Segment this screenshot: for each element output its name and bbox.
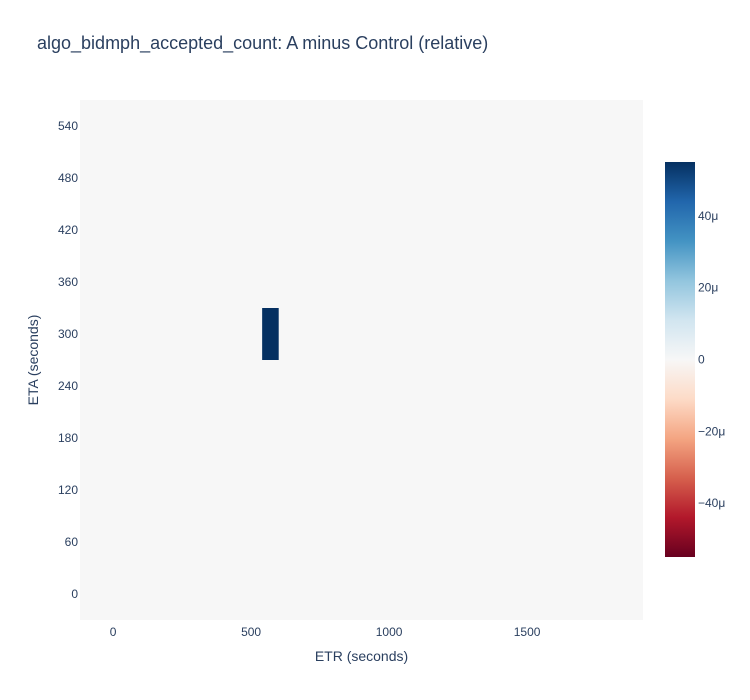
colorbar-tick-label: 0 (698, 353, 705, 367)
y-tick-label: 60 (65, 535, 79, 549)
x-tick-label: 1000 (376, 625, 403, 639)
y-tick-label: 480 (58, 171, 78, 185)
heatmap-cell (262, 308, 279, 360)
y-tick-label: 300 (58, 327, 78, 341)
y-tick-label: 120 (58, 483, 78, 497)
chart-title: algo_bidmph_accepted_count: A minus Cont… (37, 33, 489, 53)
y-tick-label: 240 (58, 379, 78, 393)
y-tick-label: 540 (58, 119, 78, 133)
y-axis-title: ETA (seconds) (25, 315, 41, 406)
colorbar-tick-label: −20μ (698, 424, 725, 438)
colorbar-tick-label: 40μ (698, 209, 718, 223)
plot-area (80, 100, 643, 620)
y-tick-label: 420 (58, 223, 78, 237)
colorbar-tick-label: −40μ (698, 496, 725, 510)
y-tick-label: 180 (58, 431, 78, 445)
y-tick-label: 0 (71, 587, 78, 601)
x-tick-label: 500 (241, 625, 261, 639)
x-axis-title: ETR (seconds) (315, 648, 408, 664)
x-tick-label: 0 (110, 625, 117, 639)
x-tick-label: 1500 (514, 625, 541, 639)
colorbar (665, 162, 695, 557)
colorbar-tick-label: 20μ (698, 281, 718, 295)
y-tick-label: 360 (58, 275, 78, 289)
